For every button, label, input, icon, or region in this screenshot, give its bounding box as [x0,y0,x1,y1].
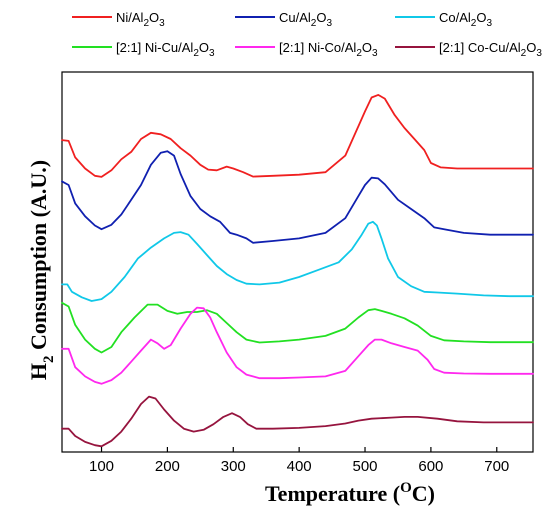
legend-label-3: Co/Al2O3 [439,10,492,29]
x-tick-label-600: 600 [418,458,443,475]
x-axis-title: Temperature (OC) [265,480,435,506]
x-tick-label-200: 200 [155,458,180,475]
legend: Ni/Al2O3 Cu/Al2O3 Co/Al2O3 [2:1] Ni-Cu/Al2O… [72,10,542,59]
legend-label-1: Ni/Al2O3 [116,10,165,29]
series-line-5 [61,306,534,385]
series-line-4 [61,301,534,354]
legend-label-6: [2:1] Co-Cu/Al2O3 [439,40,542,59]
x-axis-title-sup: O [400,480,412,496]
y-axis-title-tail: Consumption (A.U.) [26,160,51,356]
series-line-6 [61,395,534,448]
x-axis-title-tail: C) [412,481,435,506]
y-axis-title-sub: 2 [41,355,57,363]
series-line-2 [61,150,534,244]
series-group [61,94,534,448]
x-tick-label-500: 500 [353,458,378,475]
series-line-1 [61,94,534,178]
x-ticks: 100 200 300 400 500 600 700 [89,447,509,475]
x-tick-label-300: 300 [221,458,246,475]
legend-label-4: [2:1] Ni-Cu/Al2O3 [116,40,215,59]
x-tick-label-400: 400 [287,458,312,475]
plot-frame [61,71,534,453]
x-tick-label-100: 100 [89,458,114,475]
series-line-3 [61,220,534,302]
y-axis-title-main: H [26,363,51,380]
legend-label-2: Cu/Al2O3 [279,10,332,29]
legend-label-5: [2:1] Ni-Co/Al2O3 [279,40,378,59]
x-axis-title-main: Temperature ( [265,481,400,506]
x-tick-label-700: 700 [484,458,509,475]
y-axis-title: H2 Consumption (A.U.) [26,160,57,380]
